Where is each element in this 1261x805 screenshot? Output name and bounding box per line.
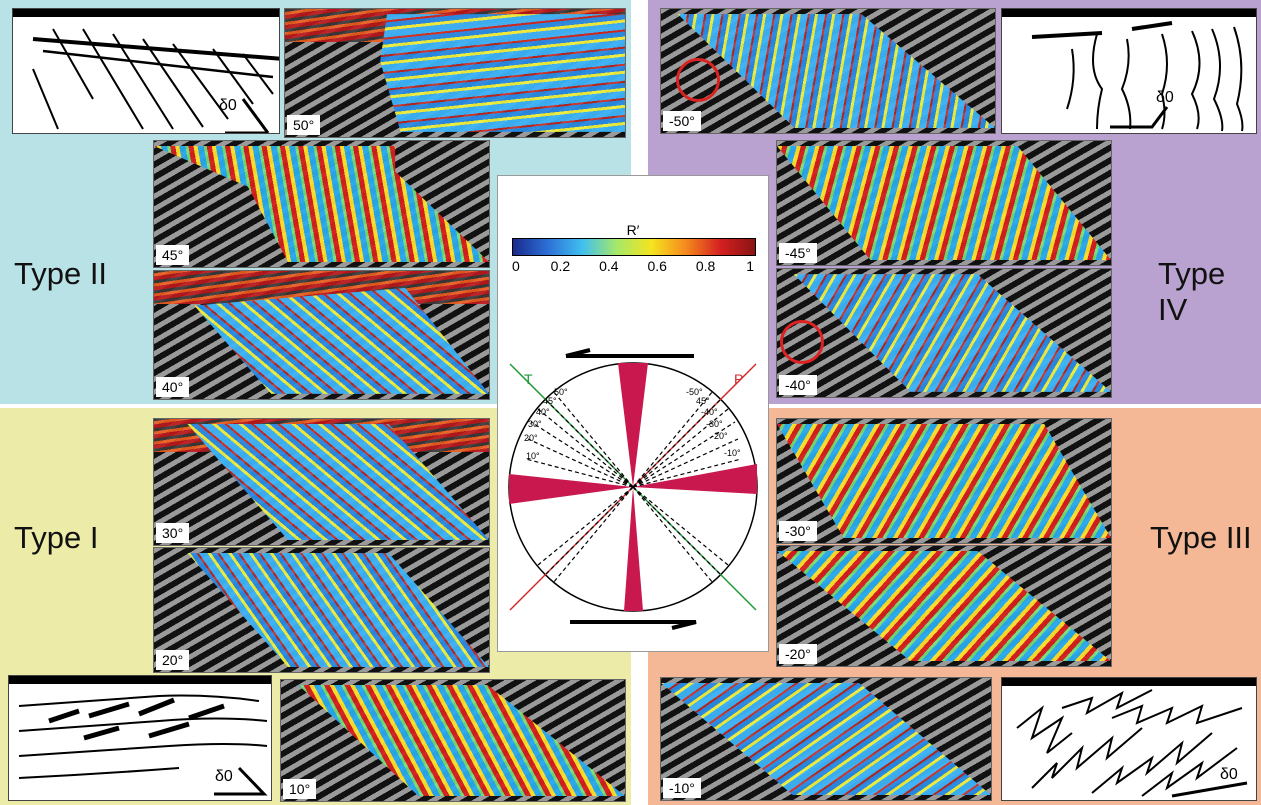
delta-label: δ0 [1156, 89, 1174, 106]
angle-label: 40° [536, 407, 550, 417]
type-iv-label: Type IV [1158, 256, 1226, 327]
panel-20deg: 20° [153, 547, 490, 673]
colorbar-tick: 0.2 [550, 258, 571, 274]
angle-label: -20° [711, 431, 728, 441]
panel-angle-label: -50° [663, 111, 701, 131]
bottom-shear-arrow [570, 620, 697, 630]
panel-10deg: 10° [280, 679, 626, 802]
petal-top [618, 363, 648, 487]
rose-petals [509, 363, 757, 611]
angle-label: 45° [696, 396, 710, 406]
r-field [154, 146, 489, 262]
panel-angle-label: -30° [779, 521, 817, 541]
shear-bar [13, 9, 279, 17]
panel-minus20deg: -20° [776, 545, 1112, 667]
left-angle-labels: 50° 45° 40° 30° 20° 10° [524, 387, 568, 461]
panel-minus40deg: -40° [776, 268, 1112, 398]
r-field [777, 145, 1111, 261]
angle-label: -40° [701, 407, 718, 417]
delta-label: δ0 [219, 97, 237, 114]
panel-30deg: 30° [153, 418, 490, 546]
fracture-sketch-type-iv: δ0 [1001, 8, 1257, 134]
shear-bar [1002, 678, 1256, 686]
angle-label: -10° [724, 448, 741, 458]
right-angle-labels: -50° 45° -40° -30° -20° -10° [686, 387, 741, 458]
petal-bottom [624, 487, 643, 611]
angle-label: 30° [528, 419, 542, 429]
angle-label: 20° [524, 433, 538, 443]
r-field [793, 274, 1111, 392]
panel-angle-label: -20° [779, 644, 817, 664]
panel-angle-label: 20° [156, 650, 190, 670]
top-shear-arrow [565, 348, 694, 358]
center-legend-panel: R′ 0 0.2 0.4 0.6 0.8 1 T P [497, 175, 769, 652]
colorbar-tick: 0.6 [647, 258, 667, 274]
angle-lines [525, 390, 742, 584]
petal-left [509, 474, 633, 504]
r-field [380, 14, 625, 132]
highlight-circle [780, 320, 824, 364]
panel-angle-label: -40° [779, 375, 817, 395]
fracture-lines [32, 28, 279, 133]
panel-angle-label: 30° [156, 523, 190, 543]
panel-angle-label: 45° [156, 245, 190, 265]
colorbar-tick: 0.4 [599, 258, 619, 274]
delta-label: δ0 [215, 768, 233, 785]
panel-45deg: 45° [153, 140, 490, 268]
r-field [187, 552, 489, 668]
r-field [777, 550, 1111, 662]
angle-label: -30° [706, 419, 723, 429]
panel-50deg: 50° [284, 8, 626, 138]
fracture-sketch-type-iii: δ0 [1001, 677, 1257, 801]
colorbar-tick: 0 [512, 258, 520, 274]
panel-angle-label: -10° [663, 778, 701, 798]
panel-angle-label: -45° [779, 243, 817, 263]
colorbar-ticks: 0 0.2 0.4 0.6 0.8 1 [512, 256, 754, 274]
colorbar [512, 238, 756, 256]
panel-40deg: 40° [153, 270, 490, 400]
rose-diagram: T P 50° 45° 40° 30° 20° 10° -50° 45° -40… [508, 362, 758, 612]
fracture-lines [1031, 21, 1244, 132]
highlight-circle [676, 58, 720, 102]
petal-right [633, 464, 757, 494]
colorbar-tick: 1 [746, 258, 754, 274]
p-label: P [734, 371, 743, 387]
angle-label: 50° [554, 387, 568, 397]
fracture-lines [18, 694, 268, 796]
delta-label: δ0 [1220, 766, 1238, 783]
colorbar-tick: 0.8 [695, 258, 716, 274]
type-i-label: Type I [14, 520, 99, 555]
panel-minus45deg: -45° [776, 140, 1112, 266]
fracture-lines [1016, 689, 1248, 798]
r-field [298, 684, 625, 797]
r-field [661, 682, 991, 796]
angle-label: 45° [543, 396, 557, 406]
panel-angle-label: 10° [283, 779, 317, 799]
r-field [777, 423, 1111, 539]
panel-minus10deg: -10° [660, 677, 992, 801]
fracture-sketch-type-i: δ0 [8, 675, 272, 801]
colorbar-title: R′ [626, 222, 640, 238]
fracture-sketch-type-ii: δ0 [12, 8, 280, 134]
panel-angle-label: 40° [156, 377, 190, 397]
angle-label: 10° [526, 451, 540, 461]
type-ii-label: Type II [14, 256, 108, 291]
shear-bar [1002, 9, 1256, 17]
angle-label: -50° [686, 387, 703, 397]
panel-minus30deg: -30° [776, 418, 1112, 544]
type-iii-label: Type III [1150, 520, 1252, 555]
shear-bar [9, 676, 271, 684]
panel-angle-label: 50° [287, 115, 321, 135]
t-label: T [524, 371, 533, 387]
